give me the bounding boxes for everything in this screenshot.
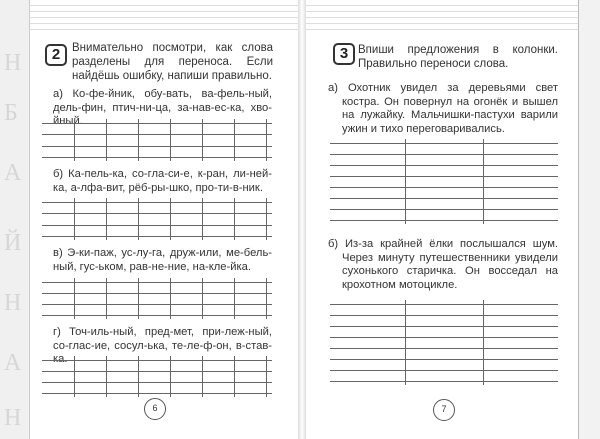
writing-grid (42, 119, 272, 161)
task-number-badge: 2 (45, 44, 67, 66)
grid-column-line (265, 356, 267, 397)
writing-columns (330, 300, 558, 385)
grid-line (42, 360, 272, 361)
border-letter: Б (4, 100, 18, 126)
grid-line (330, 304, 558, 305)
exercise-g: г) Точ-иль-ный, пред-мет, при-леж-ный, с… (53, 326, 272, 365)
grid-line (42, 224, 272, 226)
grid-column-line (105, 119, 107, 161)
grid-line (330, 176, 558, 177)
task-instruction: Впиши предложения в колонки. Правильно п… (358, 44, 558, 70)
grid-line (42, 371, 272, 372)
task-instruction: Внимательно посмотри, как слова разделен… (72, 42, 273, 82)
grid-column-line (73, 278, 75, 319)
grid-line (330, 381, 558, 382)
writing-grid (42, 356, 272, 397)
grid-line (42, 134, 272, 136)
grid-line (330, 348, 558, 349)
grid-line (330, 337, 558, 338)
grid-line (42, 315, 272, 316)
grid-column-line (73, 198, 75, 240)
grid-column-line (482, 139, 484, 224)
grid-column-line (201, 356, 203, 397)
top-lined-strip (30, 0, 298, 30)
grid-column-line (201, 119, 203, 161)
grid-column-line (105, 356, 107, 397)
border-letter: А (4, 160, 22, 186)
grid-line (330, 209, 558, 210)
exercise-b: б) Ка-пель-ка, со-гла-си-е, к-ран, ли-не… (53, 168, 272, 194)
grid-line (330, 359, 558, 360)
grid-line (42, 145, 272, 147)
grid-line (330, 165, 558, 166)
task-number-badge: 3 (333, 43, 355, 65)
grid-line (330, 315, 558, 316)
page-number: 7 (433, 399, 455, 421)
grid-line (42, 202, 272, 203)
grid-column-line (201, 198, 203, 240)
grid-column-line (233, 278, 235, 319)
writing-grid (42, 278, 272, 319)
grid-column-line (105, 198, 107, 240)
grid-column-line (233, 198, 235, 240)
grid-column-line (73, 356, 75, 397)
grid-column-line (405, 139, 407, 224)
grid-line (42, 382, 272, 383)
grid-line (330, 187, 558, 188)
grid-column-line (137, 278, 139, 319)
exercise-a: а) Ко-фе-йник, обу-вать, ва-фель-ный, де… (53, 88, 272, 127)
grid-line (42, 123, 272, 124)
top-lined-strip (306, 0, 578, 30)
border-letter: Н (4, 405, 22, 431)
grid-column-line (137, 198, 139, 240)
grid-line (42, 282, 272, 283)
border-letter: А (4, 350, 22, 376)
grid-column-line (73, 119, 75, 161)
grid-line (330, 154, 558, 155)
exercise-v: в) Э-ки-паж, ус-лу-га, друж-или, ме-бель… (53, 247, 272, 273)
grid-column-line (137, 356, 139, 397)
grid-column-line (169, 119, 171, 161)
page-gutter (298, 0, 306, 439)
grid-line (330, 143, 558, 144)
grid-column-line (169, 198, 171, 240)
wavy-page-edge (578, 0, 600, 439)
exercise-b: б) Из-за крайней ёлки послышался шум. Че… (328, 238, 558, 291)
grid-column-line (265, 198, 267, 240)
grid-line (330, 370, 558, 371)
grid-column-line (265, 278, 267, 319)
grid-line (330, 198, 558, 199)
grid-column-line (105, 278, 107, 319)
grid-column-line (405, 300, 407, 385)
border-letter: Н (4, 50, 22, 76)
grid-column-line (137, 119, 139, 161)
grid-line (330, 326, 558, 327)
grid-column-line (169, 278, 171, 319)
grid-line (42, 393, 272, 394)
exercise-a: а) Охотник увидел за деревьями свет кост… (328, 82, 558, 135)
grid-line (42, 293, 272, 294)
grid-line (42, 304, 272, 305)
grid-line (330, 220, 558, 221)
grid-column-line (265, 119, 267, 161)
border-letter: Н (4, 290, 22, 316)
writing-columns (330, 139, 558, 224)
grid-line (42, 236, 272, 237)
grid-column-line (233, 119, 235, 161)
border-letter: Й (4, 230, 22, 256)
grid-line (42, 213, 272, 215)
grid-column-line (482, 300, 484, 385)
writing-grid (42, 198, 272, 240)
grid-column-line (201, 278, 203, 319)
grid-column-line (233, 356, 235, 397)
grid-line (42, 157, 272, 158)
decorative-letter-border: Н Б А Й Н А Н (0, 0, 30, 439)
page-number: 6 (144, 398, 166, 420)
grid-column-line (169, 356, 171, 397)
